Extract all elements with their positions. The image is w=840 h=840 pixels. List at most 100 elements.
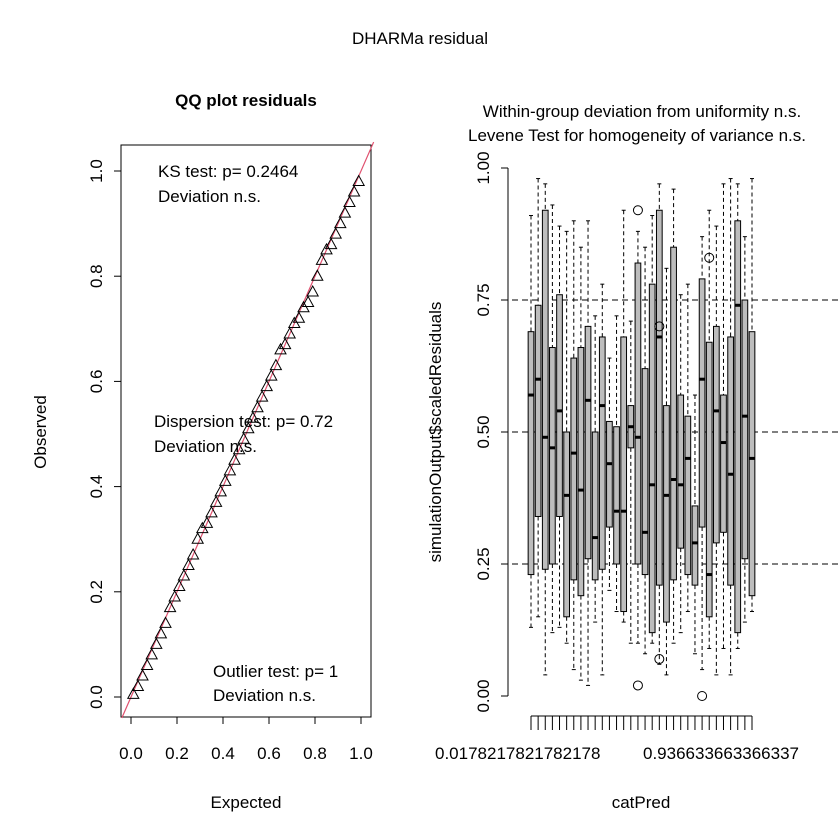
qq-point (126, 687, 140, 699)
qq-point (177, 568, 191, 581)
box-x-tick-label-first: 0.0178217821782178 (435, 744, 600, 763)
qq-point (182, 558, 195, 570)
qq-points (126, 174, 366, 699)
box-body (563, 431, 570, 618)
qq-panel: QQ plot residuals 0.0 0.2 0.4 0.6 0.8 1.0 0.0… (31, 91, 375, 812)
qq-point (338, 206, 352, 218)
qq-point (237, 432, 251, 444)
box-body (570, 357, 578, 581)
box-body (705, 341, 713, 618)
box-group (563, 230, 570, 644)
box-group (584, 220, 592, 686)
qq-point (241, 421, 255, 434)
box-group (677, 294, 685, 634)
box-body (549, 347, 556, 565)
qq-point (145, 647, 159, 660)
dispersion-test-text: Dispersion test: p= 0.72 (154, 412, 333, 431)
qq-point (278, 337, 292, 350)
box-body (598, 336, 606, 570)
box-body (584, 325, 592, 560)
box-outliers (632, 205, 715, 701)
qq-x-tick-label: 1.0 (349, 744, 373, 763)
qq-point (292, 311, 306, 323)
box-body (634, 262, 642, 565)
qq-title: QQ plot residuals (175, 91, 317, 110)
box-group (684, 283, 692, 613)
box-y-tick-label: 1.00 (474, 151, 493, 184)
box-outlier-point (654, 654, 665, 665)
qq-y-tick-label: 0.0 (87, 685, 106, 709)
box-subtitle-1: Within-group deviation from uniformity n… (483, 102, 801, 121)
qq-point (352, 174, 366, 187)
box-body (734, 220, 742, 634)
qq-x-label: Expected (211, 793, 282, 812)
box-group (534, 178, 542, 618)
box-x-axis (530, 715, 753, 730)
box-group (634, 230, 642, 644)
box-group (648, 215, 656, 644)
box-group (527, 215, 535, 628)
qq-x-axis: 0.0 0.2 0.4 0.6 0.8 1.0 (119, 716, 373, 763)
box-y-tick-label: 0.50 (474, 415, 493, 448)
outlier-deviation-text: Deviation n.s. (213, 686, 316, 705)
box-group (556, 225, 563, 628)
qq-point (264, 369, 278, 381)
box-body (698, 278, 706, 528)
qq-point (149, 637, 163, 649)
box-y-tick-label: 0.00 (474, 679, 493, 712)
qq-x-tick-label: 0.6 (257, 744, 281, 763)
box-body (741, 299, 749, 560)
box-group (598, 283, 606, 676)
ks-test-text: KS test: p= 0.2464 (158, 162, 298, 181)
box-body (577, 347, 585, 597)
qq-point (228, 453, 241, 465)
qq-point (260, 379, 274, 392)
qq-point (200, 516, 214, 528)
box-body (591, 431, 599, 581)
box-y-axis: 0.00 0.25 0.50 0.75 1.00 (474, 151, 509, 713)
figure-title: DHARMa residual (352, 29, 488, 48)
box-group (577, 246, 585, 681)
box-group (705, 209, 713, 649)
qq-y-tick-label: 1.0 (87, 159, 106, 183)
qq-y-tick-label: 0.2 (87, 580, 106, 604)
box-group (613, 315, 620, 613)
qq-point (191, 532, 205, 544)
box-body (663, 405, 670, 623)
qq-point (251, 400, 264, 413)
box-group (663, 267, 670, 676)
box-body (527, 331, 535, 576)
box-body (620, 336, 628, 613)
box-body (613, 426, 620, 565)
box-outlier-point (632, 680, 643, 691)
qq-point (343, 195, 356, 208)
box-body (655, 209, 663, 586)
qq-point (255, 390, 269, 402)
qq-point (283, 327, 297, 339)
box-group (670, 188, 677, 644)
box-group (606, 357, 613, 591)
qq-y-label: Observed (31, 395, 50, 469)
box-group (641, 246, 649, 655)
box-body (648, 283, 656, 634)
qq-point (131, 679, 145, 691)
qq-point (140, 658, 154, 670)
qq-x-tick-label: 0.2 (165, 744, 189, 763)
box-body (748, 331, 756, 597)
box-outlier-point (654, 321, 665, 332)
box-y-label: simulationOutput$scaledResiduals (426, 302, 445, 563)
qq-point (214, 484, 228, 497)
box-outlier-point (632, 205, 643, 216)
box-group (591, 315, 599, 623)
qq-point (186, 547, 200, 560)
qq-point (329, 227, 343, 239)
qq-point (209, 495, 223, 507)
box-groups (527, 178, 756, 686)
box-group (713, 225, 720, 676)
qq-point (163, 600, 177, 613)
qq-point (306, 284, 320, 297)
box-group (549, 204, 556, 634)
box-group (720, 183, 727, 649)
qq-y-axis: 0.0 0.2 0.4 0.6 0.8 1.0 (87, 159, 122, 709)
